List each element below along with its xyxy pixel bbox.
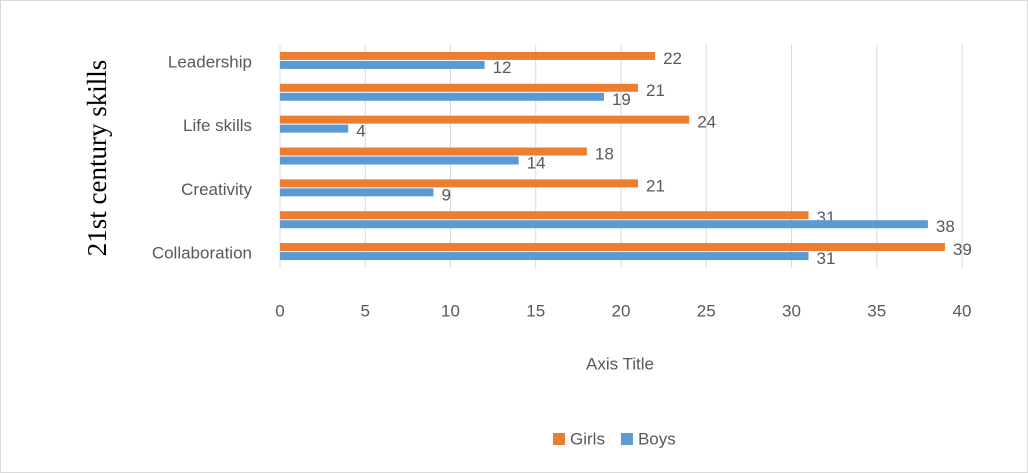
bar <box>280 147 587 156</box>
data-label: 39 <box>953 240 972 259</box>
x-tick-label: 0 <box>275 301 284 320</box>
bar <box>280 115 690 124</box>
x-tick-label: 25 <box>697 301 716 320</box>
bar <box>280 243 945 252</box>
x-axis-title: Axis Title <box>586 354 654 373</box>
bar <box>280 220 928 229</box>
bar <box>280 83 639 92</box>
legend-swatch <box>620 433 633 445</box>
data-label: 21 <box>646 176 665 195</box>
y-tick-label: Collaboration <box>152 244 252 263</box>
y-tick-label: Creativity <box>181 180 252 199</box>
bar <box>280 51 656 60</box>
x-tick-label: 35 <box>867 301 886 320</box>
legend-label: Boys <box>638 429 676 448</box>
legend-label: Girls <box>570 429 605 448</box>
x-tick-label: 15 <box>526 301 545 320</box>
data-label: 31 <box>817 249 836 268</box>
x-tick-label: 10 <box>441 301 460 320</box>
data-label: 12 <box>493 58 512 77</box>
legend-swatch <box>553 433 565 445</box>
data-label: 24 <box>697 113 716 132</box>
x-tick-label: 20 <box>612 301 631 320</box>
data-label: 14 <box>527 153 546 172</box>
bar <box>280 156 519 165</box>
y-tick-label: Leadership <box>168 52 252 71</box>
bar <box>280 179 639 188</box>
data-label: 22 <box>663 49 682 68</box>
x-tick-label: 30 <box>782 301 801 320</box>
y-tick-label: Life skills <box>183 116 252 135</box>
data-label: 9 <box>441 185 450 204</box>
x-tick-label: 40 <box>953 301 972 320</box>
y-axis-title: 21st century skills <box>82 60 112 257</box>
bar <box>280 92 604 101</box>
bar <box>280 188 434 197</box>
data-label: 18 <box>595 144 614 163</box>
bar <box>280 60 485 69</box>
bar <box>280 124 349 133</box>
bar <box>280 252 809 261</box>
data-label: 38 <box>936 217 955 236</box>
bar <box>280 211 809 220</box>
x-tick-label: 5 <box>361 301 370 320</box>
data-label: 4 <box>356 122 365 141</box>
data-label: 19 <box>612 90 631 109</box>
data-label: 21 <box>646 81 665 100</box>
